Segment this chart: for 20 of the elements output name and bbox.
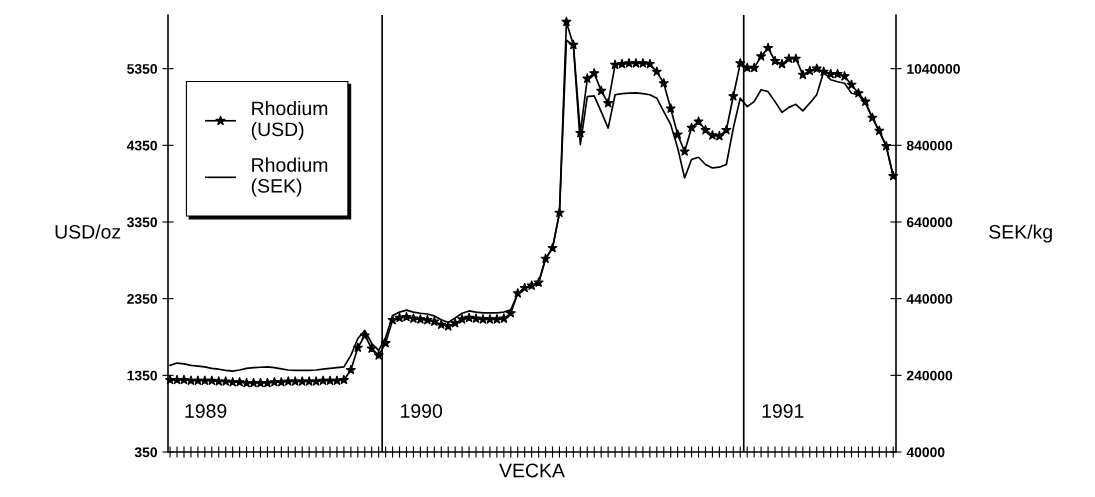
annotation: 1991 <box>762 404 804 418</box>
y-tick-label: 2350 <box>127 294 158 304</box>
x-axis-title: VECKA <box>499 463 565 478</box>
y2-tick-label: 240000 <box>906 370 953 381</box>
y2-tick-label: 40000 <box>906 447 945 458</box>
y-axis-title: USD/oz <box>55 224 121 239</box>
y-tick-label: 3350 <box>127 217 158 228</box>
y-tick-label: 350 <box>134 447 158 458</box>
y2-tick-label: 640000 <box>906 217 953 228</box>
y2-axis-title: SEK/kg <box>989 224 1052 243</box>
annotation: 1989 <box>185 404 227 418</box>
legend-label: Rhodium (SEK) <box>251 157 328 197</box>
y-tick-label: 1350 <box>127 370 158 381</box>
y-tick-label: 5350 <box>127 64 158 74</box>
y-tick-label: 4350 <box>126 140 158 151</box>
y2-tick-label: 1040000 <box>907 64 960 74</box>
legend-label: Rhodium (USD) <box>251 100 328 141</box>
y2-tick-label: 440000 <box>906 294 953 304</box>
y2-tick-label: 840000 <box>906 140 953 151</box>
annotation: 1990 <box>401 404 443 418</box>
